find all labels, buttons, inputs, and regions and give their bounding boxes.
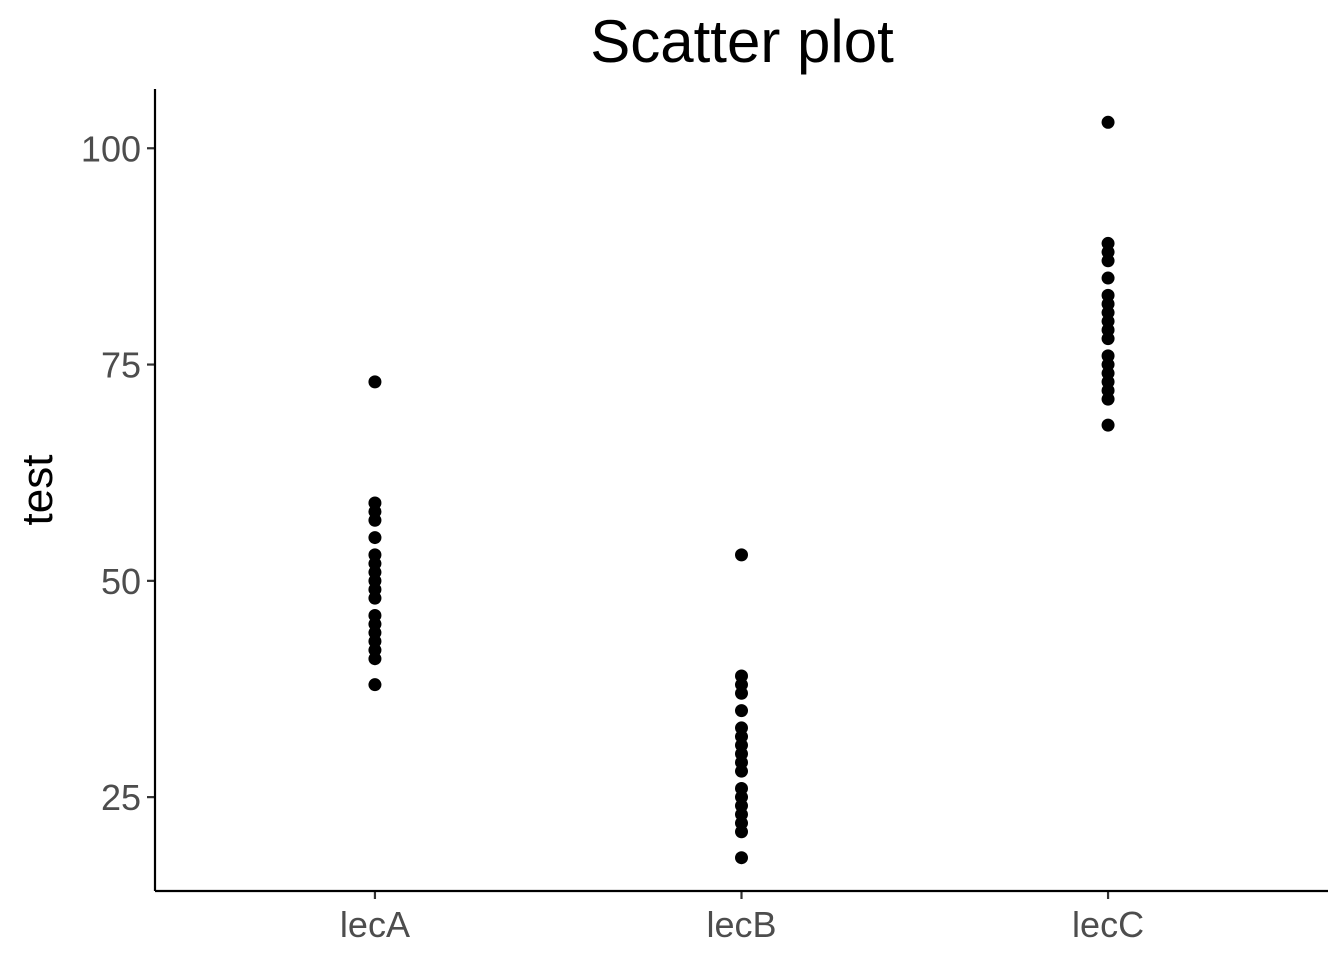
data-point <box>1101 115 1115 129</box>
y-tick-label: 100 <box>81 128 141 169</box>
x-tick-label: lecC <box>1072 904 1144 945</box>
y-tick-label: 25 <box>101 777 141 818</box>
data-point <box>735 548 748 562</box>
data-point <box>735 764 748 778</box>
data-point <box>368 591 382 605</box>
y-tick-label: 75 <box>101 345 141 386</box>
data-point <box>368 513 382 527</box>
data-point <box>1101 271 1115 285</box>
data-point <box>735 851 748 865</box>
y-axis-ticks: 25 50 75 100 <box>81 128 155 818</box>
data-point <box>368 375 382 389</box>
data-point <box>1101 418 1115 432</box>
data-point <box>1101 254 1115 268</box>
data-point <box>1101 332 1115 346</box>
data-point <box>368 678 382 692</box>
y-tick-label: 50 <box>101 561 141 602</box>
data-points <box>368 115 1115 865</box>
data-point <box>735 825 748 839</box>
y-axis-title: test <box>13 455 62 526</box>
x-tick-label: lecB <box>706 904 776 945</box>
data-point <box>1101 392 1115 406</box>
data-point <box>735 704 748 718</box>
data-point <box>735 686 748 700</box>
data-point <box>368 531 382 545</box>
x-tick-label: lecA <box>340 904 410 945</box>
data-point <box>368 652 382 666</box>
chart-title: Scatter plot <box>590 8 894 75</box>
x-axis-ticks: lecA lecB lecC <box>340 891 1144 945</box>
